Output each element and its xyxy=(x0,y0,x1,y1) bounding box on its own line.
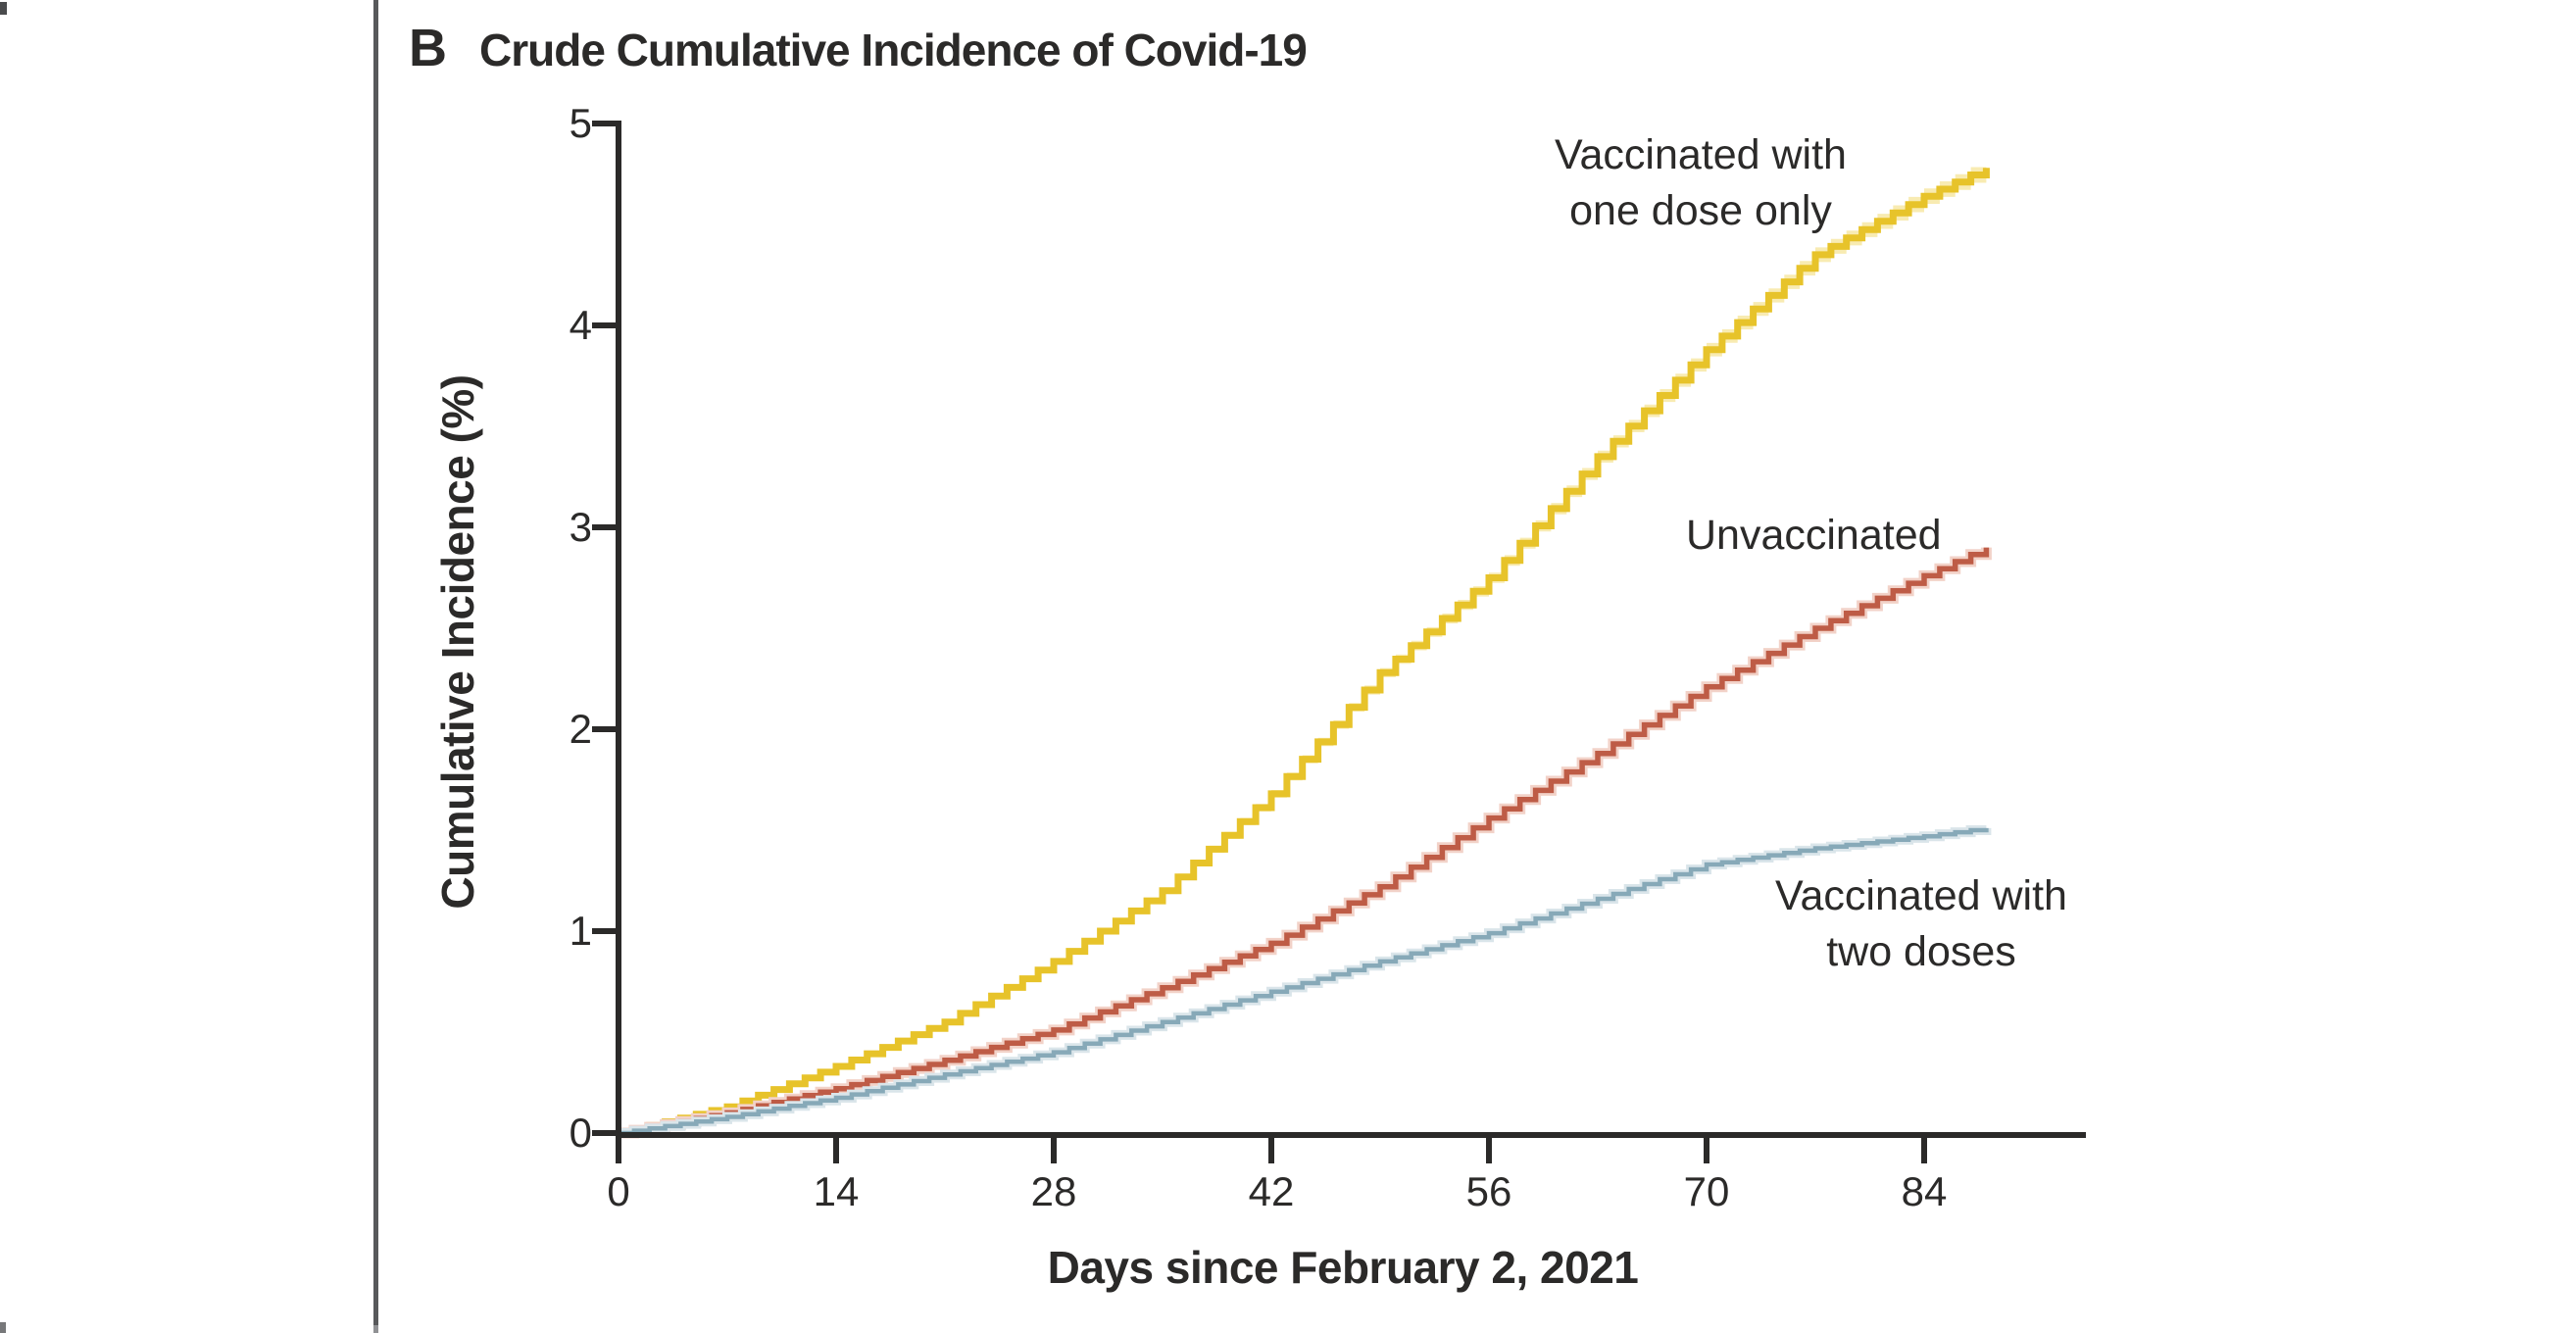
unvaccinated-curve xyxy=(619,547,1990,1136)
cropped-artifact-bottom-left xyxy=(0,1322,6,1333)
y-tick-label: 1 xyxy=(569,908,592,954)
curve-label-one-dose-line1: Vaccinated with xyxy=(1555,131,1847,178)
x-tick-label: 28 xyxy=(1030,1168,1077,1214)
y-tick-label: 2 xyxy=(569,706,592,752)
y-tick-label: 4 xyxy=(569,302,592,348)
y-tick-label: 5 xyxy=(569,100,592,146)
cropped-artifact-top-left xyxy=(0,2,7,15)
x-axis-title: Days since February 2, 2021 xyxy=(1047,1242,1639,1293)
x-tick-label: 0 xyxy=(607,1168,630,1214)
x-tick-label: 84 xyxy=(1901,1168,1948,1214)
panel-divider-line xyxy=(373,0,378,1325)
x-tick-label: 56 xyxy=(1465,1168,1512,1214)
axis-ticks xyxy=(592,121,1927,1163)
unvaccinated-curve-halo xyxy=(619,547,1992,1139)
two-doses-curve xyxy=(619,827,1989,1136)
x-tick-label: 14 xyxy=(813,1168,860,1214)
curve-label-two-doses-line2: two doses xyxy=(1826,928,2016,975)
one-dose-curve xyxy=(619,168,1990,1137)
y-tick-label: 0 xyxy=(569,1110,592,1156)
y-tick-label: 3 xyxy=(569,504,592,550)
panel-letter: B xyxy=(409,19,447,77)
x-tick-label: 70 xyxy=(1683,1168,1730,1214)
curve-label-unvaccinated: Unvaccinated xyxy=(1686,512,1942,559)
panel-title-text: Crude Cumulative Incidence of Covid-19 xyxy=(479,25,1308,75)
x-tick-label: 42 xyxy=(1248,1168,1295,1214)
curve-label-one-dose-line2: one dose only xyxy=(1569,187,1832,234)
curve-label-two-doses: Vaccinated with two doses xyxy=(1758,868,2085,980)
panel-divider-line-end xyxy=(373,1325,378,1333)
curve-label-two-doses-line1: Vaccinated with xyxy=(1775,872,2067,919)
panel-title: B Crude Cumulative Incidence of Covid-19 xyxy=(409,18,1308,78)
curve-label-one-dose: Vaccinated with one dose only xyxy=(1532,127,1869,239)
